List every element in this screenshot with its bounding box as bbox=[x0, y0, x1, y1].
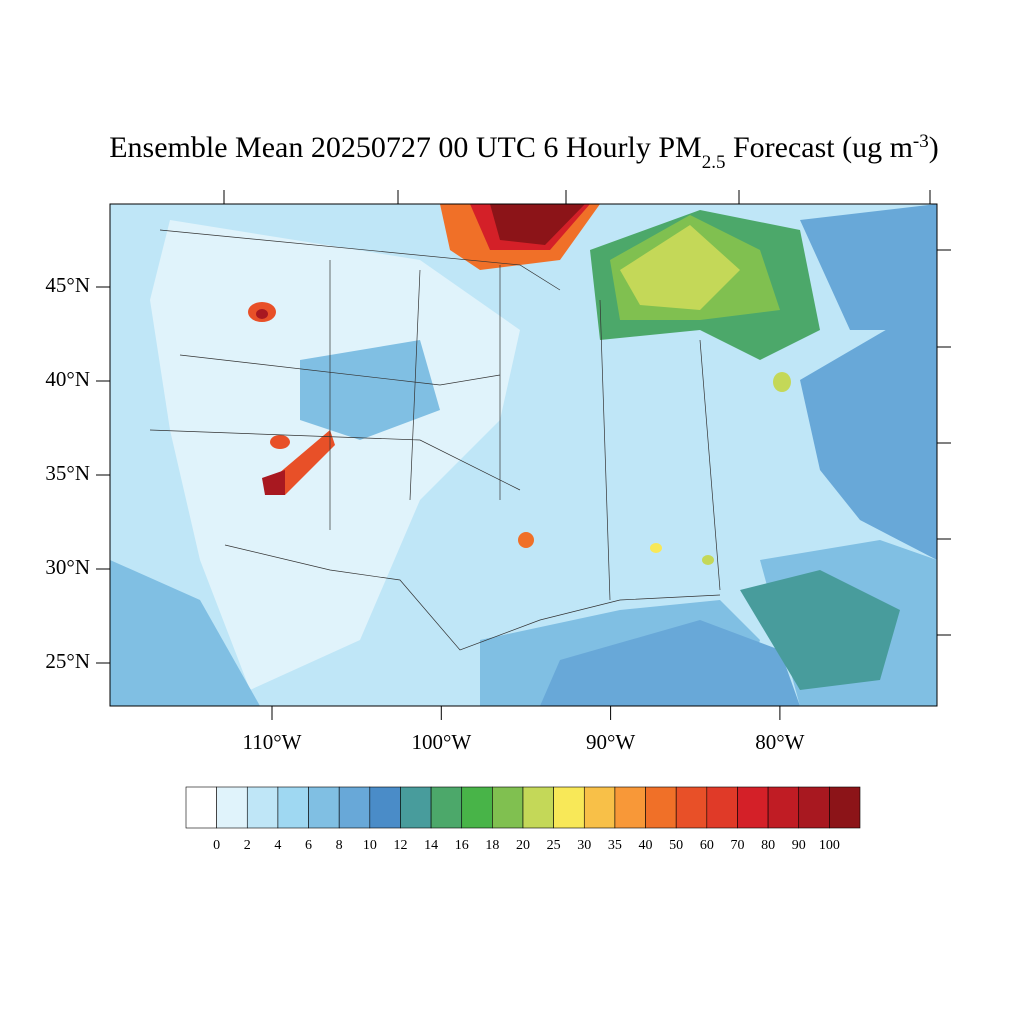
lon-label: 80°W bbox=[755, 730, 804, 754]
colorbar-label: 30 bbox=[577, 838, 591, 853]
field bbox=[150, 220, 520, 690]
colorbar-box bbox=[706, 786, 738, 829]
colorbar-box bbox=[369, 786, 401, 829]
colorbar-box bbox=[185, 786, 217, 829]
colorbar-label: 18 bbox=[485, 838, 499, 853]
colorbar-label: 40 bbox=[639, 838, 653, 853]
colorbar-box bbox=[645, 786, 677, 829]
colorbar-label: 50 bbox=[669, 838, 683, 853]
colorbar-label: 16 bbox=[455, 838, 469, 853]
field bbox=[490, 204, 585, 245]
field bbox=[702, 555, 714, 565]
title-sub: 2.5 bbox=[702, 152, 726, 173]
colorbar-label: 12 bbox=[393, 838, 407, 853]
colorbar-box bbox=[553, 786, 585, 829]
colorbar-label: 60 bbox=[700, 838, 714, 853]
colorbar-box bbox=[829, 786, 861, 829]
map-field bbox=[110, 204, 937, 706]
lat-label: 45°N bbox=[45, 273, 90, 297]
lon-label: 110°W bbox=[243, 730, 302, 754]
title-rest: Forecast (ug m bbox=[725, 131, 912, 164]
colorbar-box bbox=[430, 786, 463, 829]
lat-label: 40°N bbox=[45, 367, 90, 391]
frame-tick bbox=[223, 190, 951, 636]
colorbar-label: 4 bbox=[274, 838, 281, 853]
lon-label: 90°W bbox=[586, 730, 635, 754]
colorbar-box bbox=[675, 786, 708, 829]
field bbox=[110, 560, 260, 706]
title-end: ) bbox=[929, 131, 939, 164]
state-border bbox=[149, 229, 721, 651]
field bbox=[540, 620, 800, 706]
map-frame bbox=[109, 203, 938, 707]
field bbox=[270, 435, 290, 449]
colorbar-box bbox=[308, 786, 340, 829]
colorbar-box bbox=[767, 786, 800, 829]
field bbox=[740, 570, 900, 690]
colorbar-box bbox=[492, 786, 524, 829]
field bbox=[800, 300, 937, 560]
colorbar-box bbox=[246, 786, 279, 829]
field bbox=[650, 543, 662, 553]
title-sup: -3 bbox=[913, 131, 929, 152]
lon-label: 100°W bbox=[411, 730, 471, 754]
colorbar-label: 25 bbox=[547, 838, 561, 853]
colorbar-box bbox=[216, 786, 248, 829]
title: Ensemble Mean 20250727 00 UTC 6 Hourly P… bbox=[109, 131, 939, 173]
lat-label: 35°N bbox=[45, 461, 90, 485]
colorbar-box bbox=[277, 786, 309, 829]
colorbar-label: 2 bbox=[244, 838, 251, 853]
colorbar-label: 35 bbox=[608, 838, 622, 853]
colorbar-label: 20 bbox=[516, 838, 530, 853]
field bbox=[300, 340, 440, 440]
lat-label: 30°N bbox=[45, 555, 90, 579]
colorbar-label: 8 bbox=[336, 838, 343, 853]
colorbar-box bbox=[400, 786, 432, 829]
colorbar-label: 0 bbox=[213, 838, 220, 853]
title-main: Ensemble Mean 20250727 00 UTC 6 Hourly P… bbox=[109, 131, 701, 164]
colorbar-label: 14 bbox=[424, 838, 438, 853]
colorbar-box bbox=[522, 786, 554, 829]
field bbox=[620, 225, 740, 310]
colorbar-box bbox=[338, 786, 371, 829]
field bbox=[773, 372, 791, 392]
field bbox=[262, 470, 285, 495]
colorbar-box bbox=[583, 786, 616, 829]
colorbar-label: 70 bbox=[730, 838, 744, 853]
field bbox=[800, 204, 937, 330]
colorbar-box bbox=[798, 786, 830, 829]
colorbar-label: 100 bbox=[819, 838, 840, 853]
lat-label: 25°N bbox=[45, 649, 90, 673]
field bbox=[256, 309, 268, 319]
field bbox=[518, 532, 534, 548]
colorbar-label: 10 bbox=[363, 838, 377, 853]
colorbar-label: 90 bbox=[792, 838, 806, 853]
colorbar-label: 80 bbox=[761, 838, 775, 853]
colorbar-box bbox=[461, 786, 493, 829]
colorbar-label: 6 bbox=[305, 838, 312, 853]
colorbar-box bbox=[737, 786, 769, 829]
colorbar-box bbox=[614, 786, 646, 829]
